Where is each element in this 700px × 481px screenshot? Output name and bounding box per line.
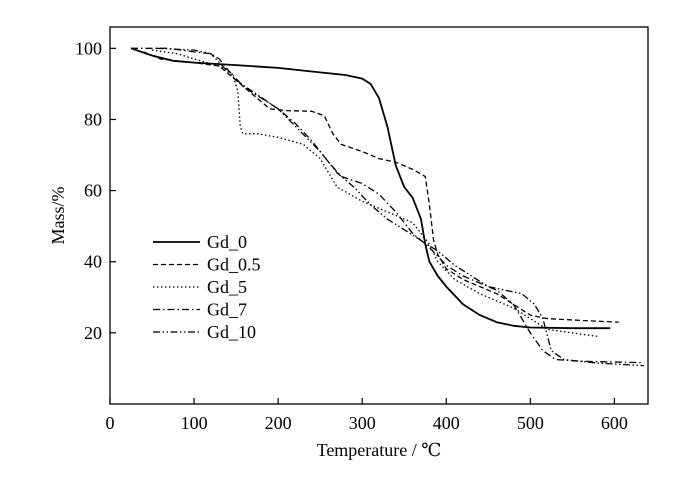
x-tick-label: 100 [181,413,208,433]
legend-label: Gd_5 [207,277,247,297]
y-axis-title: Mass/% [48,186,68,244]
x-tick-label: 200 [265,413,292,433]
series-line-4 [156,47,644,367]
y-tick-label: 40 [84,252,102,272]
x-tick-label: 400 [433,413,460,433]
y-tick-label: 60 [84,181,102,201]
x-axis-title: Temperature / ℃ [317,440,442,460]
axis-ticks: 0 100 200 300 400 500 600 20 40 60 80 100 [75,38,628,433]
x-tick-label: 0 [106,413,115,433]
y-tick-label: 100 [75,38,102,58]
x-tick-label: 500 [517,413,544,433]
legend: Gd_0 Gd_0.5Gd_5 Gd_7Gd_10 [153,232,261,342]
legend-label: Gd_10 [207,322,256,342]
plot-lines [130,47,644,367]
plot-frame [109,26,649,405]
legend-label: Gd_7 [207,300,247,320]
legend-label: Gd_0.5 [207,255,261,275]
y-tick-label: 20 [84,323,102,343]
y-tick-label: 80 [84,109,102,129]
x-tick-label: 300 [349,413,376,433]
legend-label: Gd_0 [207,232,247,252]
x-tick-label: 600 [601,413,628,433]
series-line-2 [151,49,598,338]
series-line-0 [130,47,611,330]
